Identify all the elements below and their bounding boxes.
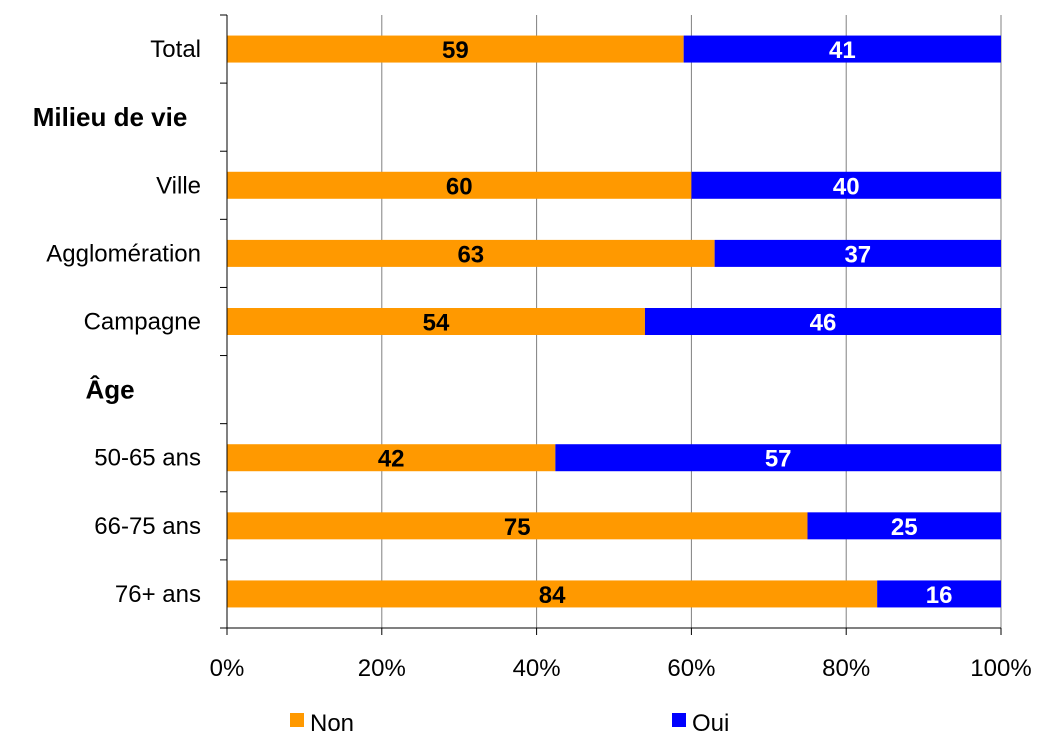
category-label: 66-75 ans <box>94 513 201 540</box>
legend: Non Oui <box>290 710 729 733</box>
x-tick-label: 100% <box>970 655 1031 682</box>
bar-segment-non <box>227 580 878 608</box>
bar-segment-oui <box>555 444 1001 472</box>
bar-segment-non <box>227 444 556 472</box>
x-tick-label: 0% <box>210 655 245 682</box>
category-label: Ville <box>156 172 201 199</box>
data-label: 75 <box>504 514 531 541</box>
data-label: 40 <box>833 173 860 200</box>
category-label: 76+ ans <box>115 581 201 608</box>
category-header: Âge <box>85 375 134 405</box>
data-label: 37 <box>844 241 871 268</box>
data-label: 59 <box>442 37 469 64</box>
data-label: 41 <box>829 37 856 64</box>
legend-label: Oui <box>692 710 729 733</box>
category-label: 50-65 ans <box>94 445 201 472</box>
category-label: Total <box>150 36 201 63</box>
data-label: 63 <box>457 241 484 268</box>
data-label: 25 <box>891 514 918 541</box>
bar-segment-oui <box>644 308 1001 335</box>
legend-swatch-oui <box>672 713 686 727</box>
x-tick-label: 60% <box>667 655 715 682</box>
bars: 59 41 60 40 63 37 54 46 42 57 75 25 84 16 <box>227 35 1001 609</box>
bar-segment-oui <box>683 35 1001 63</box>
category-label: Agglomération <box>46 240 201 267</box>
category-header: Milieu de vie <box>33 102 188 132</box>
x-tick-label: 40% <box>513 655 561 682</box>
bar-segment-non <box>227 35 684 63</box>
x-tick-labels: 0% 20% 40% 60% 80% 100% <box>210 655 1032 682</box>
data-label: 46 <box>810 310 837 337</box>
legend-swatch-non <box>290 713 304 727</box>
data-label: 42 <box>378 446 405 473</box>
x-tick-label: 20% <box>358 655 406 682</box>
data-label: 54 <box>423 310 450 337</box>
bar-segment-oui <box>714 239 1001 267</box>
legend-label: Non <box>310 710 354 733</box>
bar-segment-non <box>227 512 808 540</box>
bar-segment-oui <box>691 171 1001 199</box>
x-tick-label: 80% <box>822 655 870 682</box>
data-label: 84 <box>539 582 566 609</box>
bar-segment-oui <box>877 580 1001 608</box>
bar-segment-non <box>227 239 715 267</box>
bar-segment-oui <box>807 512 1001 540</box>
category-labels: Total Milieu de vie Ville Agglomération Camp… <box>33 36 201 608</box>
axes <box>220 14 1002 635</box>
bar-segment-non <box>227 308 645 335</box>
data-label: 60 <box>446 173 473 200</box>
category-label: Campagne <box>84 309 201 336</box>
bar-segment-non <box>227 171 692 199</box>
data-label: 16 <box>926 582 953 609</box>
data-label: 57 <box>765 446 792 473</box>
